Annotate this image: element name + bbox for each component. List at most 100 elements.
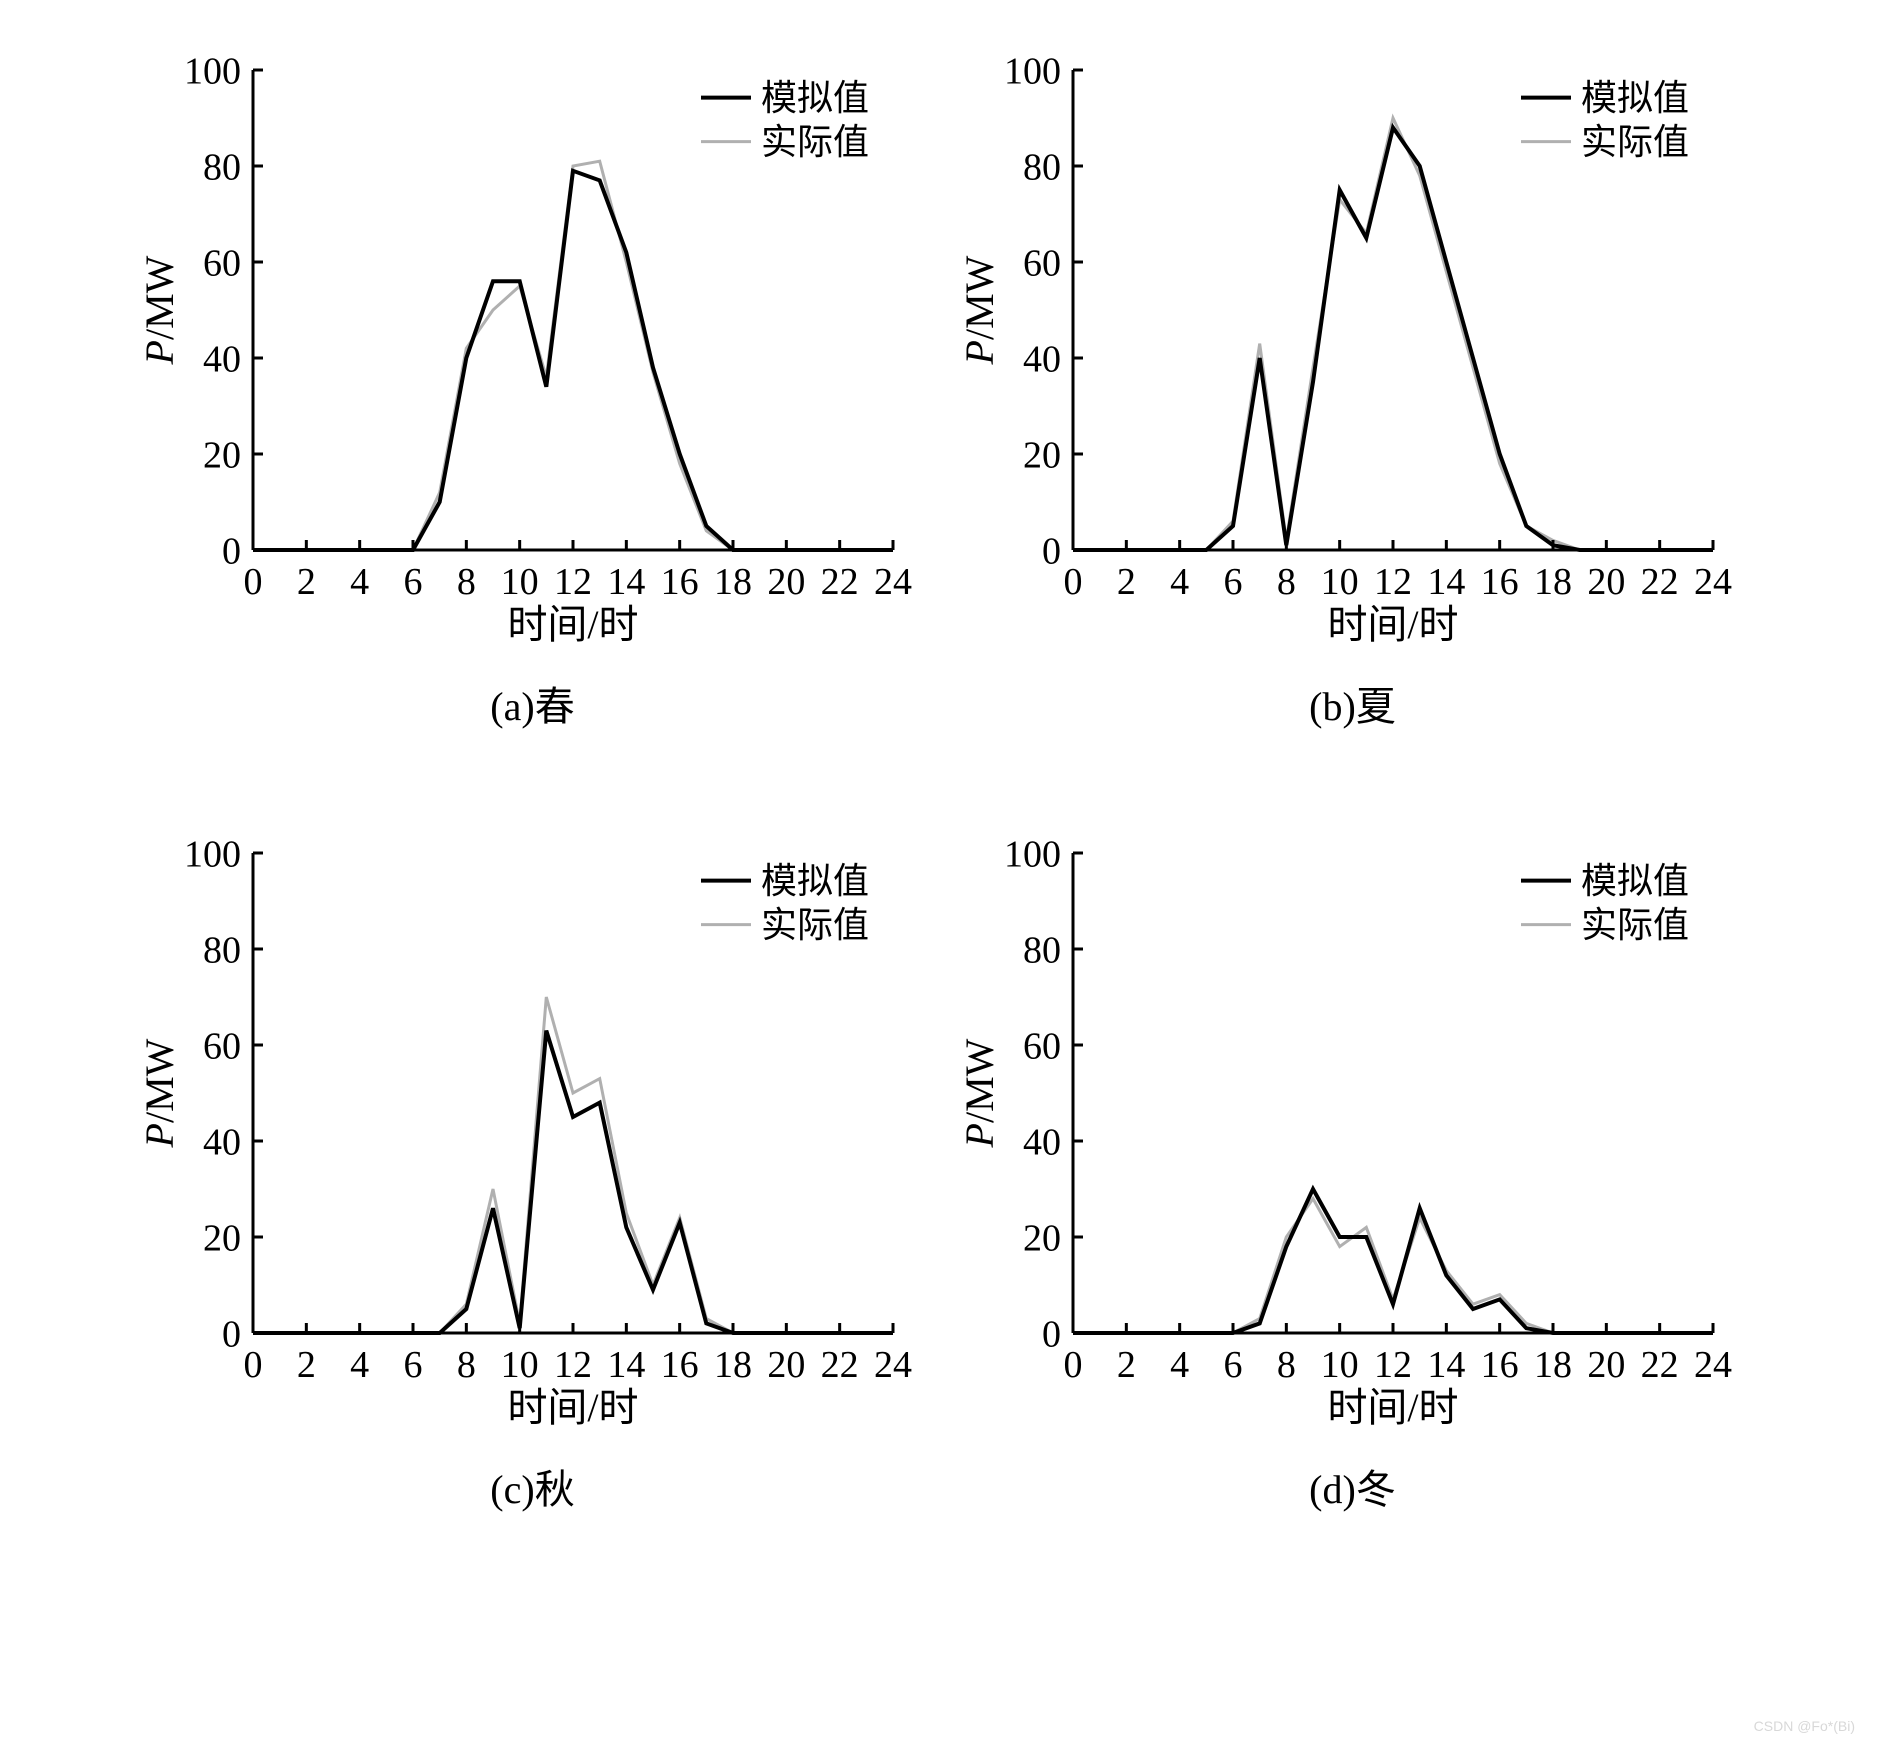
svg-text:40: 40 — [1023, 338, 1061, 380]
svg-text:24: 24 — [874, 561, 912, 603]
svg-text:60: 60 — [203, 1025, 241, 1067]
panel-d: 024681012141618202224020406080100时间/时P/M… — [963, 823, 1743, 1516]
svg-text:22: 22 — [820, 561, 858, 603]
svg-text:0: 0 — [243, 561, 262, 603]
svg-text:10: 10 — [1320, 1344, 1358, 1386]
svg-text:模拟值: 模拟值 — [761, 861, 869, 901]
svg-text:24: 24 — [874, 1344, 912, 1386]
svg-text:12: 12 — [554, 1344, 592, 1386]
svg-text:20: 20 — [1023, 434, 1061, 476]
svg-text:16: 16 — [660, 1344, 698, 1386]
svg-text:P/MW: P/MW — [963, 255, 1002, 365]
svg-text:100: 100 — [184, 833, 241, 875]
svg-text:模拟值: 模拟值 — [761, 78, 869, 118]
svg-text:14: 14 — [1427, 561, 1465, 603]
svg-text:20: 20 — [203, 1217, 241, 1259]
svg-text:实际值: 实际值 — [761, 905, 869, 945]
caption-b: (b)夏 — [963, 681, 1743, 733]
svg-text:22: 22 — [820, 1344, 858, 1386]
svg-text:18: 18 — [714, 1344, 752, 1386]
svg-text:时间/时: 时间/时 — [1327, 602, 1458, 647]
svg-text:18: 18 — [1534, 561, 1572, 603]
svg-text:100: 100 — [184, 50, 241, 92]
svg-text:0: 0 — [243, 1344, 262, 1386]
chart-c: 024681012141618202224020406080100时间/时P/M… — [143, 823, 923, 1453]
svg-text:24: 24 — [1694, 1344, 1732, 1386]
svg-text:18: 18 — [714, 561, 752, 603]
panel-a: 024681012141618202224020406080100时间/时P/M… — [143, 40, 923, 733]
svg-text:P/MW: P/MW — [143, 255, 182, 365]
svg-text:40: 40 — [1023, 1121, 1061, 1163]
svg-text:18: 18 — [1534, 1344, 1572, 1386]
svg-text:16: 16 — [1480, 1344, 1518, 1386]
svg-text:8: 8 — [456, 1344, 475, 1386]
svg-text:16: 16 — [660, 561, 698, 603]
svg-text:8: 8 — [1276, 561, 1295, 603]
svg-text:12: 12 — [554, 561, 592, 603]
svg-text:0: 0 — [1042, 530, 1061, 572]
svg-text:4: 4 — [1170, 1344, 1189, 1386]
caption-d: (d)冬 — [963, 1464, 1743, 1516]
svg-text:24: 24 — [1694, 561, 1732, 603]
chart-grid: 024681012141618202224020406080100时间/时P/M… — [143, 40, 1743, 1516]
svg-text:6: 6 — [403, 1344, 422, 1386]
svg-text:8: 8 — [1276, 1344, 1295, 1386]
svg-text:14: 14 — [607, 1344, 645, 1386]
watermark: CSDN @Fo*(Bi) — [1754, 1718, 1855, 1734]
chart-a: 024681012141618202224020406080100时间/时P/M… — [143, 40, 923, 670]
svg-text:模拟值: 模拟值 — [1581, 78, 1689, 118]
svg-text:22: 22 — [1640, 561, 1678, 603]
svg-text:40: 40 — [203, 338, 241, 380]
svg-text:20: 20 — [1587, 561, 1625, 603]
svg-text:80: 80 — [203, 146, 241, 188]
panel-c: 024681012141618202224020406080100时间/时P/M… — [143, 823, 923, 1516]
svg-text:10: 10 — [1320, 561, 1358, 603]
svg-text:P/MW: P/MW — [963, 1038, 1002, 1148]
svg-text:6: 6 — [1223, 561, 1242, 603]
svg-text:60: 60 — [203, 242, 241, 284]
svg-text:时间/时: 时间/时 — [507, 602, 638, 647]
svg-text:4: 4 — [350, 561, 369, 603]
svg-text:80: 80 — [1023, 146, 1061, 188]
svg-text:14: 14 — [1427, 1344, 1465, 1386]
svg-text:2: 2 — [296, 561, 315, 603]
caption-c: (c)秋 — [143, 1464, 923, 1516]
svg-text:20: 20 — [767, 1344, 805, 1386]
panel-b: 024681012141618202224020406080100时间/时P/M… — [963, 40, 1743, 733]
svg-text:0: 0 — [1042, 1313, 1061, 1355]
svg-text:8: 8 — [456, 561, 475, 603]
svg-text:100: 100 — [1004, 833, 1061, 875]
svg-text:12: 12 — [1374, 561, 1412, 603]
svg-text:4: 4 — [1170, 561, 1189, 603]
svg-text:实际值: 实际值 — [1581, 122, 1689, 162]
svg-text:4: 4 — [350, 1344, 369, 1386]
svg-text:12: 12 — [1374, 1344, 1412, 1386]
svg-text:模拟值: 模拟值 — [1581, 861, 1689, 901]
svg-text:14: 14 — [607, 561, 645, 603]
svg-text:2: 2 — [1116, 561, 1135, 603]
caption-a: (a)春 — [143, 681, 923, 733]
svg-text:0: 0 — [1063, 1344, 1082, 1386]
svg-text:80: 80 — [203, 929, 241, 971]
svg-text:20: 20 — [767, 561, 805, 603]
chart-b: 024681012141618202224020406080100时间/时P/M… — [963, 40, 1743, 670]
svg-text:80: 80 — [1023, 929, 1061, 971]
svg-text:60: 60 — [1023, 1025, 1061, 1067]
svg-text:2: 2 — [1116, 1344, 1135, 1386]
svg-text:0: 0 — [1063, 561, 1082, 603]
svg-text:20: 20 — [1587, 1344, 1625, 1386]
svg-text:P/MW: P/MW — [143, 1038, 182, 1148]
svg-text:10: 10 — [500, 1344, 538, 1386]
svg-text:时间/时: 时间/时 — [1327, 1385, 1458, 1430]
svg-text:20: 20 — [1023, 1217, 1061, 1259]
svg-text:16: 16 — [1480, 561, 1518, 603]
svg-text:实际值: 实际值 — [1581, 905, 1689, 945]
svg-text:6: 6 — [403, 561, 422, 603]
svg-text:22: 22 — [1640, 1344, 1678, 1386]
svg-text:实际值: 实际值 — [761, 122, 869, 162]
svg-text:40: 40 — [203, 1121, 241, 1163]
svg-text:时间/时: 时间/时 — [507, 1385, 638, 1430]
svg-text:0: 0 — [222, 1313, 241, 1355]
svg-text:60: 60 — [1023, 242, 1061, 284]
svg-text:100: 100 — [1004, 50, 1061, 92]
